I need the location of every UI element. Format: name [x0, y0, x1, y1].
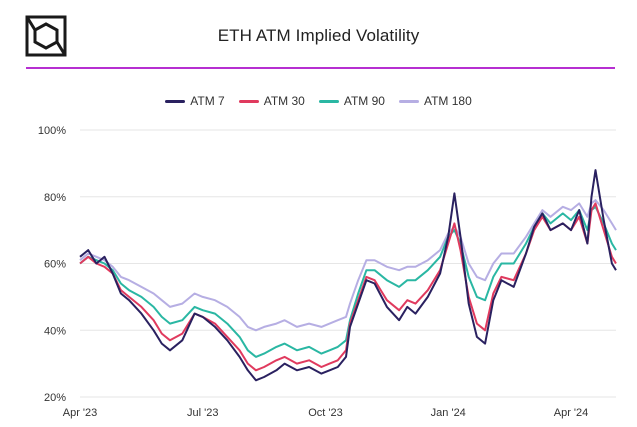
y-tick-label: 100% [38, 125, 66, 137]
x-tick-label: Oct '23 [308, 407, 343, 419]
series-line-atm30 [79, 202, 617, 372]
legend-swatch-atm30 [238, 99, 259, 103]
title-divider [26, 67, 615, 69]
legend-label-atm90: ATM 90 [343, 94, 385, 108]
legend-item-atm90[interactable]: ATM 90 [318, 94, 385, 108]
y-tick-label: 60% [44, 259, 66, 271]
legend-label-atm180: ATM 180 [423, 94, 472, 108]
y-tick-label: 20% [44, 392, 66, 404]
legend-item-atm180[interactable]: ATM 180 [398, 94, 472, 108]
legend-item-atm7[interactable]: ATM 7 [165, 94, 225, 108]
brand-logo-icon [25, 15, 67, 57]
legend-label-atm7: ATM 7 [190, 94, 225, 108]
legend-swatch-atm7 [165, 99, 186, 103]
x-tick-label: Apr '24 [554, 407, 589, 419]
legend-label-atm30: ATM 30 [263, 94, 305, 108]
x-tick-label: Jul '23 [187, 407, 218, 419]
chart-title: ETH ATM Implied Volatility [217, 26, 420, 45]
x-tick-label: Jan '24 [431, 407, 466, 419]
legend-swatch-atm90 [318, 99, 339, 103]
chart-legend: ATM 7 ATM 30 ATM 90 ATM 180 [0, 94, 637, 108]
y-tick-label: 80% [44, 192, 66, 204]
legend-item-atm30[interactable]: ATM 30 [238, 94, 305, 108]
legend-swatch-atm180 [398, 99, 419, 103]
x-tick-label: Apr '23 [63, 407, 98, 419]
series-line-atm180 [79, 199, 617, 332]
series-line-atm7 [79, 169, 617, 382]
y-tick-label: 40% [44, 325, 66, 337]
